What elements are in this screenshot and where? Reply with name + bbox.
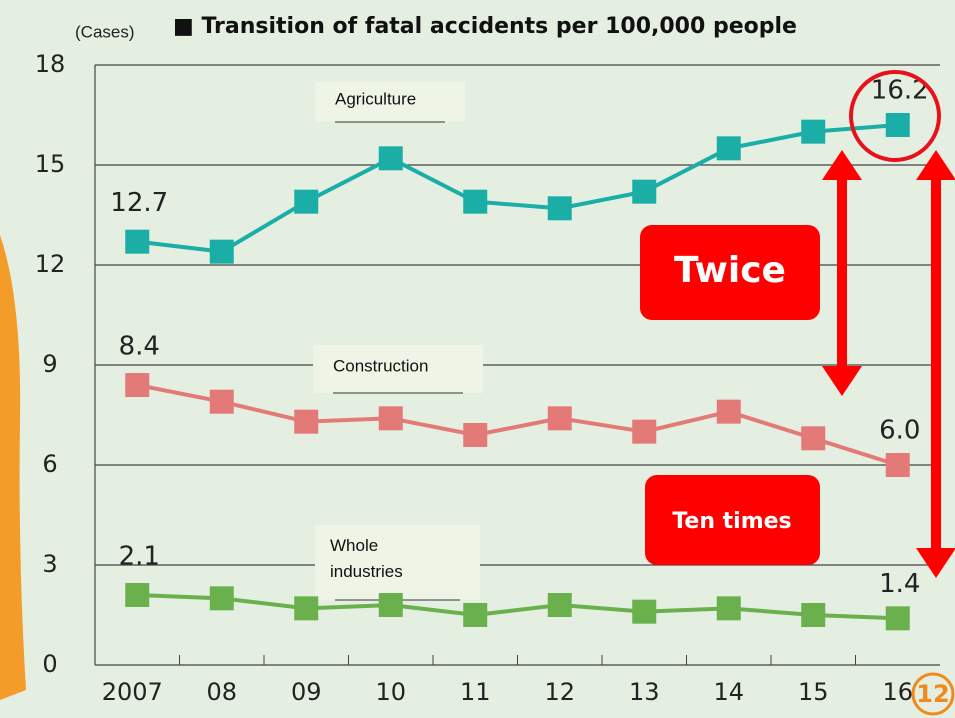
marker bbox=[548, 196, 572, 220]
chart: (Cases) ■ Transition of fatal accidents … bbox=[0, 0, 955, 718]
marker bbox=[632, 420, 656, 444]
marker bbox=[632, 180, 656, 204]
x-tick-label: 09 bbox=[291, 678, 322, 706]
data-label: 1.4 bbox=[879, 569, 920, 599]
x-tick-label: 11 bbox=[460, 678, 491, 706]
marker bbox=[717, 400, 741, 424]
annotation: Twice bbox=[674, 250, 786, 291]
data-label: 12.7 bbox=[110, 188, 168, 218]
marker bbox=[379, 146, 403, 170]
annotation: Ten times bbox=[672, 509, 791, 534]
series-label: Construction bbox=[333, 356, 428, 375]
marker bbox=[210, 390, 234, 414]
data-label: 6.0 bbox=[879, 416, 920, 446]
x-tick-label: 14 bbox=[713, 678, 744, 706]
series-label: Agriculture bbox=[335, 89, 416, 108]
marker bbox=[717, 596, 741, 620]
marker bbox=[801, 426, 825, 450]
marker bbox=[125, 373, 149, 397]
unit-label: (Cases) bbox=[75, 22, 135, 41]
page-number: 12 bbox=[916, 680, 949, 708]
marker bbox=[294, 410, 318, 434]
chart-title: ■ Transition of fatal accidents per 100,… bbox=[173, 14, 797, 39]
marker bbox=[210, 586, 234, 610]
x-tick-label: 12 bbox=[544, 678, 575, 706]
marker bbox=[463, 190, 487, 214]
marker bbox=[548, 593, 572, 617]
data-label: 8.4 bbox=[119, 332, 160, 362]
y-tick-label: 18 bbox=[35, 50, 66, 78]
y-tick-label: 9 bbox=[42, 350, 57, 378]
marker bbox=[294, 596, 318, 620]
marker bbox=[886, 453, 910, 477]
marker bbox=[717, 136, 741, 160]
x-tick-label: 2007 bbox=[102, 678, 163, 706]
x-tick-label: 08 bbox=[206, 678, 237, 706]
x-tick-label: 10 bbox=[375, 678, 406, 706]
y-tick-label: 15 bbox=[35, 150, 66, 178]
marker bbox=[632, 600, 656, 624]
marker bbox=[886, 113, 910, 137]
marker bbox=[294, 190, 318, 214]
data-label: 2.1 bbox=[119, 542, 160, 572]
x-tick-label: 16 bbox=[882, 678, 913, 706]
y-tick-label: 12 bbox=[35, 250, 66, 278]
y-tick-label: 6 bbox=[42, 450, 57, 478]
x-tick-label: 13 bbox=[629, 678, 660, 706]
marker bbox=[801, 120, 825, 144]
marker bbox=[886, 606, 910, 630]
marker bbox=[548, 406, 572, 430]
marker bbox=[210, 240, 234, 264]
marker bbox=[801, 603, 825, 627]
marker bbox=[125, 583, 149, 607]
x-tick-label: 15 bbox=[798, 678, 829, 706]
y-tick-label: 0 bbox=[42, 650, 57, 678]
marker bbox=[379, 593, 403, 617]
marker bbox=[379, 406, 403, 430]
y-tick-label: 3 bbox=[42, 550, 57, 578]
marker bbox=[463, 423, 487, 447]
marker bbox=[125, 230, 149, 254]
marker bbox=[463, 603, 487, 627]
